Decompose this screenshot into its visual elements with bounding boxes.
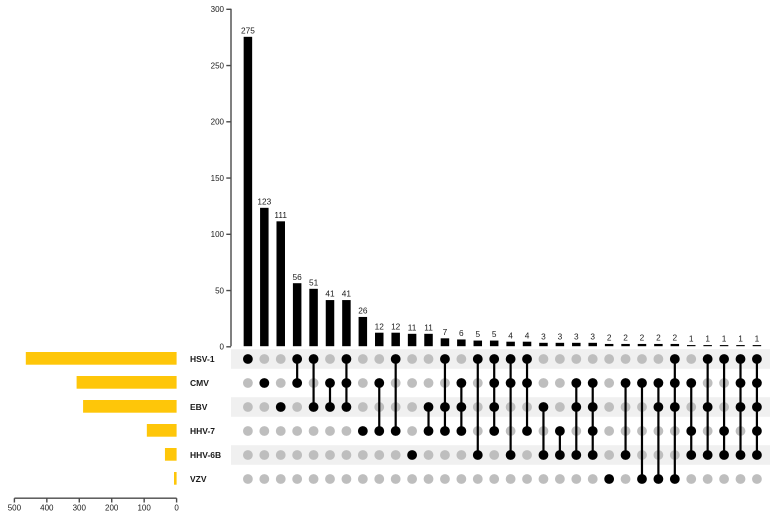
svg-text:7: 7 <box>443 327 448 337</box>
svg-text:2: 2 <box>673 333 678 343</box>
svg-text:HHV-6B: HHV-6B <box>190 450 221 460</box>
svg-text:3: 3 <box>574 331 579 341</box>
svg-text:1: 1 <box>722 334 727 344</box>
svg-text:111: 111 <box>274 210 287 220</box>
svg-text:5: 5 <box>492 329 497 339</box>
svg-text:150: 150 <box>211 174 225 183</box>
svg-text:4: 4 <box>525 330 530 340</box>
svg-text:3: 3 <box>541 331 546 341</box>
svg-text:26: 26 <box>358 306 368 316</box>
svg-text:0: 0 <box>220 343 225 352</box>
svg-text:CMV: CMV <box>190 378 209 388</box>
svg-text:VZV: VZV <box>190 474 207 484</box>
svg-text:6: 6 <box>459 328 464 338</box>
svg-text:200: 200 <box>105 504 119 513</box>
svg-text:HSV-1: HSV-1 <box>190 354 215 364</box>
svg-text:300: 300 <box>211 5 225 14</box>
svg-text:2: 2 <box>640 333 645 343</box>
svg-text:50: 50 <box>215 286 224 295</box>
svg-text:3: 3 <box>558 331 563 341</box>
svg-text:4: 4 <box>508 330 513 340</box>
svg-text:2: 2 <box>607 333 612 343</box>
svg-text:300: 300 <box>73 504 87 513</box>
svg-text:41: 41 <box>325 289 335 299</box>
svg-text:3: 3 <box>590 331 595 341</box>
svg-text:275: 275 <box>241 25 255 35</box>
svg-text:EBV: EBV <box>190 402 208 412</box>
svg-text:1: 1 <box>689 334 694 344</box>
svg-text:100: 100 <box>137 504 151 513</box>
svg-text:1: 1 <box>705 334 710 344</box>
svg-text:500: 500 <box>8 504 22 513</box>
svg-text:11: 11 <box>424 322 433 332</box>
svg-text:0: 0 <box>174 504 179 513</box>
svg-text:12: 12 <box>391 321 401 331</box>
svg-text:11: 11 <box>408 322 417 332</box>
svg-text:100: 100 <box>211 230 225 239</box>
svg-text:5: 5 <box>475 329 480 339</box>
svg-text:1: 1 <box>755 334 760 344</box>
svg-text:2: 2 <box>656 333 661 343</box>
svg-text:1: 1 <box>738 334 743 344</box>
svg-text:250: 250 <box>211 61 225 70</box>
svg-text:51: 51 <box>309 277 319 287</box>
svg-text:12: 12 <box>375 321 385 331</box>
svg-text:400: 400 <box>40 504 54 513</box>
svg-text:41: 41 <box>342 289 352 299</box>
svg-text:200: 200 <box>211 118 225 127</box>
svg-text:HHV-7: HHV-7 <box>190 426 215 436</box>
svg-text:123: 123 <box>257 196 271 206</box>
svg-text:2: 2 <box>623 333 628 343</box>
svg-text:56: 56 <box>293 272 303 282</box>
